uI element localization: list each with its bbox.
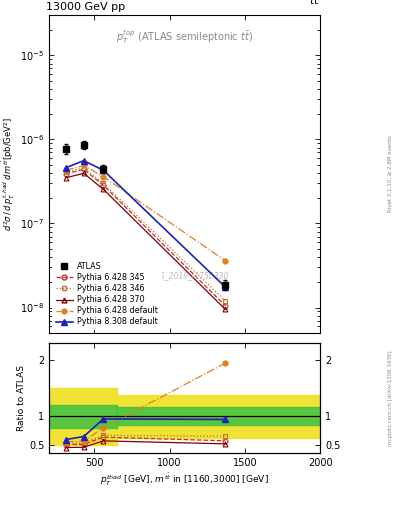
Text: mcplots.cern.ch [arXiv:1306.3436]: mcplots.cern.ch [arXiv:1306.3436]: [388, 350, 393, 446]
X-axis label: $p_T^{thad}$ [GeV], $m^{t\bar{t}}$ in [1160,3000] [GeV]: $p_T^{thad}$ [GeV], $m^{t\bar{t}}$ in [1…: [100, 472, 269, 488]
Text: Rivet 3.1.10, ≥ 2.8M events: Rivet 3.1.10, ≥ 2.8M events: [388, 136, 393, 212]
Legend: ATLAS, Pythia 6.428 345, Pythia 6.428 346, Pythia 6.428 370, Pythia 6.428 defaul: ATLAS, Pythia 6.428 345, Pythia 6.428 34…: [51, 258, 162, 330]
Text: ATLAS_2019_I1750330: ATLAS_2019_I1750330: [141, 271, 228, 280]
Y-axis label: $d^2\sigma\,/\,d\,p_T^{t,had}\,d\,m^{t\bar{t}}$[pb/GeV$^2$]: $d^2\sigma\,/\,d\,p_T^{t,had}\,d\,m^{t\b…: [1, 117, 17, 231]
Text: $p_T^{top}$ (ATLAS semileptonic $t\bar{t}$): $p_T^{top}$ (ATLAS semileptonic $t\bar{t…: [116, 28, 253, 46]
Y-axis label: Ratio to ATLAS: Ratio to ATLAS: [17, 365, 26, 431]
Text: 13000 GeV pp: 13000 GeV pp: [46, 2, 125, 12]
Text: $t\bar{t}$: $t\bar{t}$: [309, 0, 320, 8]
